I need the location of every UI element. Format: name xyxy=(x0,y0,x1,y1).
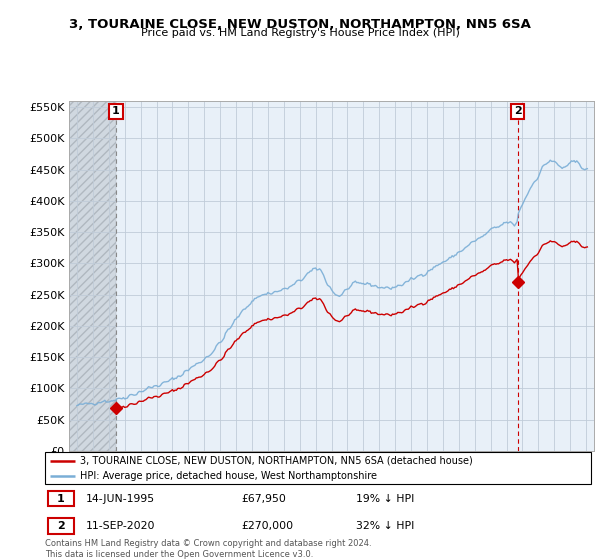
Text: 2: 2 xyxy=(57,521,65,531)
Text: 32% ↓ HPI: 32% ↓ HPI xyxy=(356,521,415,531)
FancyBboxPatch shape xyxy=(48,519,74,534)
Text: £67,950: £67,950 xyxy=(242,494,286,504)
Text: 11-SEP-2020: 11-SEP-2020 xyxy=(86,521,155,531)
FancyBboxPatch shape xyxy=(48,491,74,506)
Text: 19% ↓ HPI: 19% ↓ HPI xyxy=(356,494,415,504)
Text: HPI: Average price, detached house, West Northamptonshire: HPI: Average price, detached house, West… xyxy=(80,470,377,480)
Text: 2: 2 xyxy=(514,106,521,116)
Text: 3, TOURAINE CLOSE, NEW DUSTON, NORTHAMPTON, NN5 6SA (detached house): 3, TOURAINE CLOSE, NEW DUSTON, NORTHAMPT… xyxy=(80,456,473,466)
Text: £270,000: £270,000 xyxy=(242,521,293,531)
Text: 1: 1 xyxy=(57,494,65,504)
Text: 1: 1 xyxy=(112,106,120,116)
FancyBboxPatch shape xyxy=(45,452,591,484)
Text: Price paid vs. HM Land Registry's House Price Index (HPI): Price paid vs. HM Land Registry's House … xyxy=(140,28,460,38)
Bar xyxy=(69,101,116,451)
Text: 3, TOURAINE CLOSE, NEW DUSTON, NORTHAMPTON, NN5 6SA: 3, TOURAINE CLOSE, NEW DUSTON, NORTHAMPT… xyxy=(69,18,531,31)
Bar xyxy=(69,101,116,451)
Text: 14-JUN-1995: 14-JUN-1995 xyxy=(86,494,155,504)
Text: Contains HM Land Registry data © Crown copyright and database right 2024.
This d: Contains HM Land Registry data © Crown c… xyxy=(45,539,371,559)
